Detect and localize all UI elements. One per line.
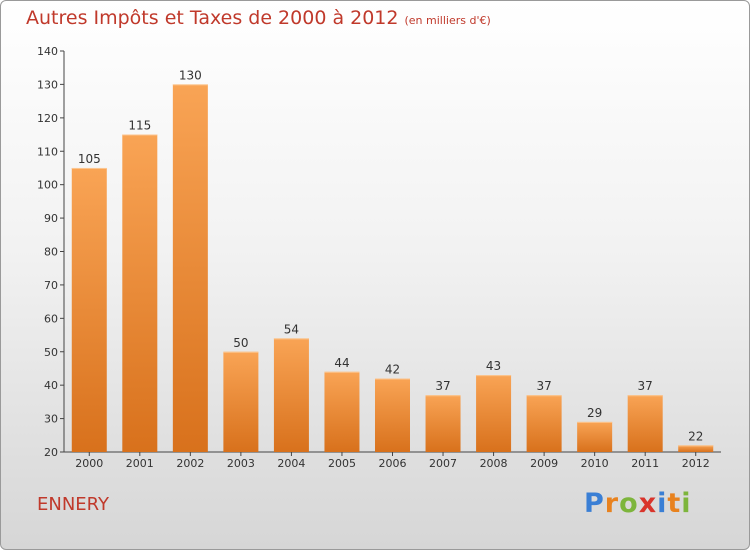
data-label: 105 <box>78 152 101 166</box>
x-tick-label: 2004 <box>277 457 305 470</box>
logo-letter: i <box>657 488 668 519</box>
logo-letter: t <box>667 488 682 519</box>
y-tick-label: 70 <box>44 279 58 292</box>
chart-title: Autres Impôts et Taxes de 2000 à 2012 (en… <box>26 7 491 29</box>
logo-letter: x <box>638 488 658 519</box>
bars: 105 115 130 50 54 44 42 37 43 37 29 37 22 <box>71 68 714 453</box>
y-tick-label: 30 <box>44 413 58 426</box>
data-label: 50 <box>233 336 248 350</box>
bar <box>678 445 714 452</box>
data-label: 115 <box>128 119 151 133</box>
data-label: 37 <box>536 379 551 393</box>
x-tick-label: 2005 <box>328 457 356 470</box>
bar <box>122 134 158 452</box>
y-tick-label: 130 <box>37 78 58 91</box>
data-label: 22 <box>688 429 703 443</box>
y-axis: 20 30 40 50 60 70 80 90 100 110 120 130 140 <box>37 45 65 459</box>
bar <box>71 167 107 453</box>
x-tick-label: 2002 <box>176 457 204 470</box>
chart-subtitle: (en milliers d'€) <box>404 14 491 27</box>
x-tick-label: 2008 <box>480 457 508 470</box>
bar <box>627 395 663 452</box>
data-label: 130 <box>179 68 202 82</box>
bar <box>425 395 461 452</box>
y-tick-label: 50 <box>44 346 58 359</box>
logo-letter: o <box>619 488 639 519</box>
logo-letter: r <box>604 488 620 519</box>
data-label: 37 <box>638 379 653 393</box>
y-tick-label: 140 <box>37 45 58 58</box>
proxiti-logo: Proxiti <box>584 488 692 519</box>
bar <box>172 84 208 453</box>
y-tick-label: 120 <box>37 112 58 125</box>
logo-letter: i <box>681 488 692 519</box>
bar <box>324 371 360 452</box>
x-tick-label: 2012 <box>682 457 710 470</box>
y-tick-label: 100 <box>37 179 58 192</box>
data-label: 54 <box>284 322 299 336</box>
logo-letter: P <box>584 488 605 519</box>
y-tick-label: 80 <box>44 246 58 259</box>
data-label: 43 <box>486 359 501 373</box>
x-axis: 2000 2001 2002 2003 2004 2005 2006 2007 2008 2009… <box>64 451 721 470</box>
data-label: 44 <box>334 356 349 370</box>
x-tick-label: 2010 <box>581 457 609 470</box>
x-tick-label: 2000 <box>75 457 103 470</box>
y-tick-label: 20 <box>44 446 58 459</box>
bar <box>273 338 309 452</box>
x-tick-label: 2009 <box>530 457 558 470</box>
town-name: ENNERY <box>37 494 110 515</box>
chart-title-main: Autres Impôts et Taxes de 2000 à 2012 <box>26 7 399 29</box>
x-tick-label: 2003 <box>227 457 255 470</box>
x-tick-label: 2011 <box>631 457 659 470</box>
bar <box>526 395 562 452</box>
x-tick-label: 2001 <box>126 457 154 470</box>
data-label: 42 <box>385 362 400 376</box>
bar <box>375 378 410 452</box>
bar <box>476 375 512 452</box>
y-tick-label: 110 <box>37 145 58 158</box>
data-label: 37 <box>435 379 450 393</box>
y-tick-label: 40 <box>44 379 58 392</box>
x-tick-label: 2007 <box>429 457 457 470</box>
y-tick-label: 60 <box>44 312 58 325</box>
x-tick-label: 2006 <box>379 457 407 470</box>
data-label: 29 <box>587 406 602 420</box>
y-tick-label: 90 <box>44 212 58 225</box>
bar <box>223 351 259 452</box>
bar <box>577 421 613 452</box>
